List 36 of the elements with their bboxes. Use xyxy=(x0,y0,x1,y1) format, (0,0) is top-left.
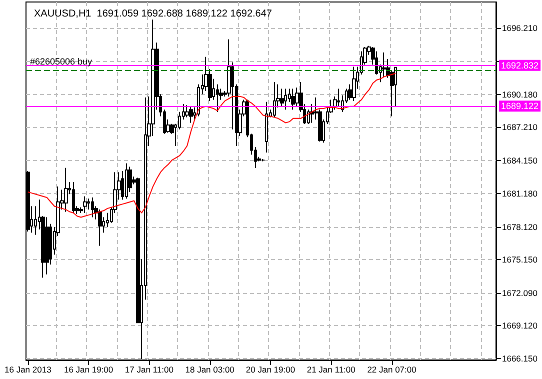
y-tick-label: 1669.120 xyxy=(502,320,538,331)
y-tick-label: 1696.210 xyxy=(502,23,538,34)
text: XAUUSD,H1 1691.059 1692.688 1689.122 1692.647 xyxy=(34,8,272,20)
candlestick xyxy=(72,182,75,214)
candlestick xyxy=(265,101,268,153)
candlestick xyxy=(352,66,356,102)
x-tick-label: 21 Jan 11:00 xyxy=(306,364,356,374)
y-tick-label: 1687.210 xyxy=(502,122,538,132)
x-tick-label: 20 Jan 19:00 xyxy=(246,364,296,374)
candlestick xyxy=(189,106,193,124)
x-tick-label: 18 Jan 03:00 xyxy=(185,364,235,374)
candlestick xyxy=(284,88,287,110)
y-tick-label: 1675.150 xyxy=(502,254,538,265)
x-tick-label: 16 Jan 2013 xyxy=(4,364,52,374)
y-tick-label: 1690.180 xyxy=(502,89,538,100)
ref-line-label: #62605006 buy xyxy=(30,56,93,67)
candlestick xyxy=(125,162,128,200)
y-tick-label: 1666.150 xyxy=(502,353,538,364)
x-tick-label: 17 Jan 11:00 xyxy=(124,364,174,374)
y-tick-label: 1684.150 xyxy=(502,156,538,166)
candlestick xyxy=(280,88,284,107)
candlestick xyxy=(45,216,49,275)
y-tick-label: 1672.090 xyxy=(502,288,538,298)
ref-line-label: 1689.122 xyxy=(501,101,539,112)
candlestick xyxy=(98,209,102,246)
x-tick-label: 22 Jan 07:00 xyxy=(367,364,417,374)
ref-line-label: 1692.832 xyxy=(501,60,539,70)
candlestick xyxy=(64,167,68,212)
x-tick-label: 16 Jan 19:00 xyxy=(64,364,114,374)
candlestick xyxy=(83,196,87,214)
candlestick xyxy=(273,82,276,118)
candlestick xyxy=(291,88,295,110)
candlestick xyxy=(91,196,94,218)
line-series xyxy=(27,72,396,218)
y-tick-label: 1678.120 xyxy=(502,222,538,232)
y-tick-label: 1681.180 xyxy=(502,188,538,198)
